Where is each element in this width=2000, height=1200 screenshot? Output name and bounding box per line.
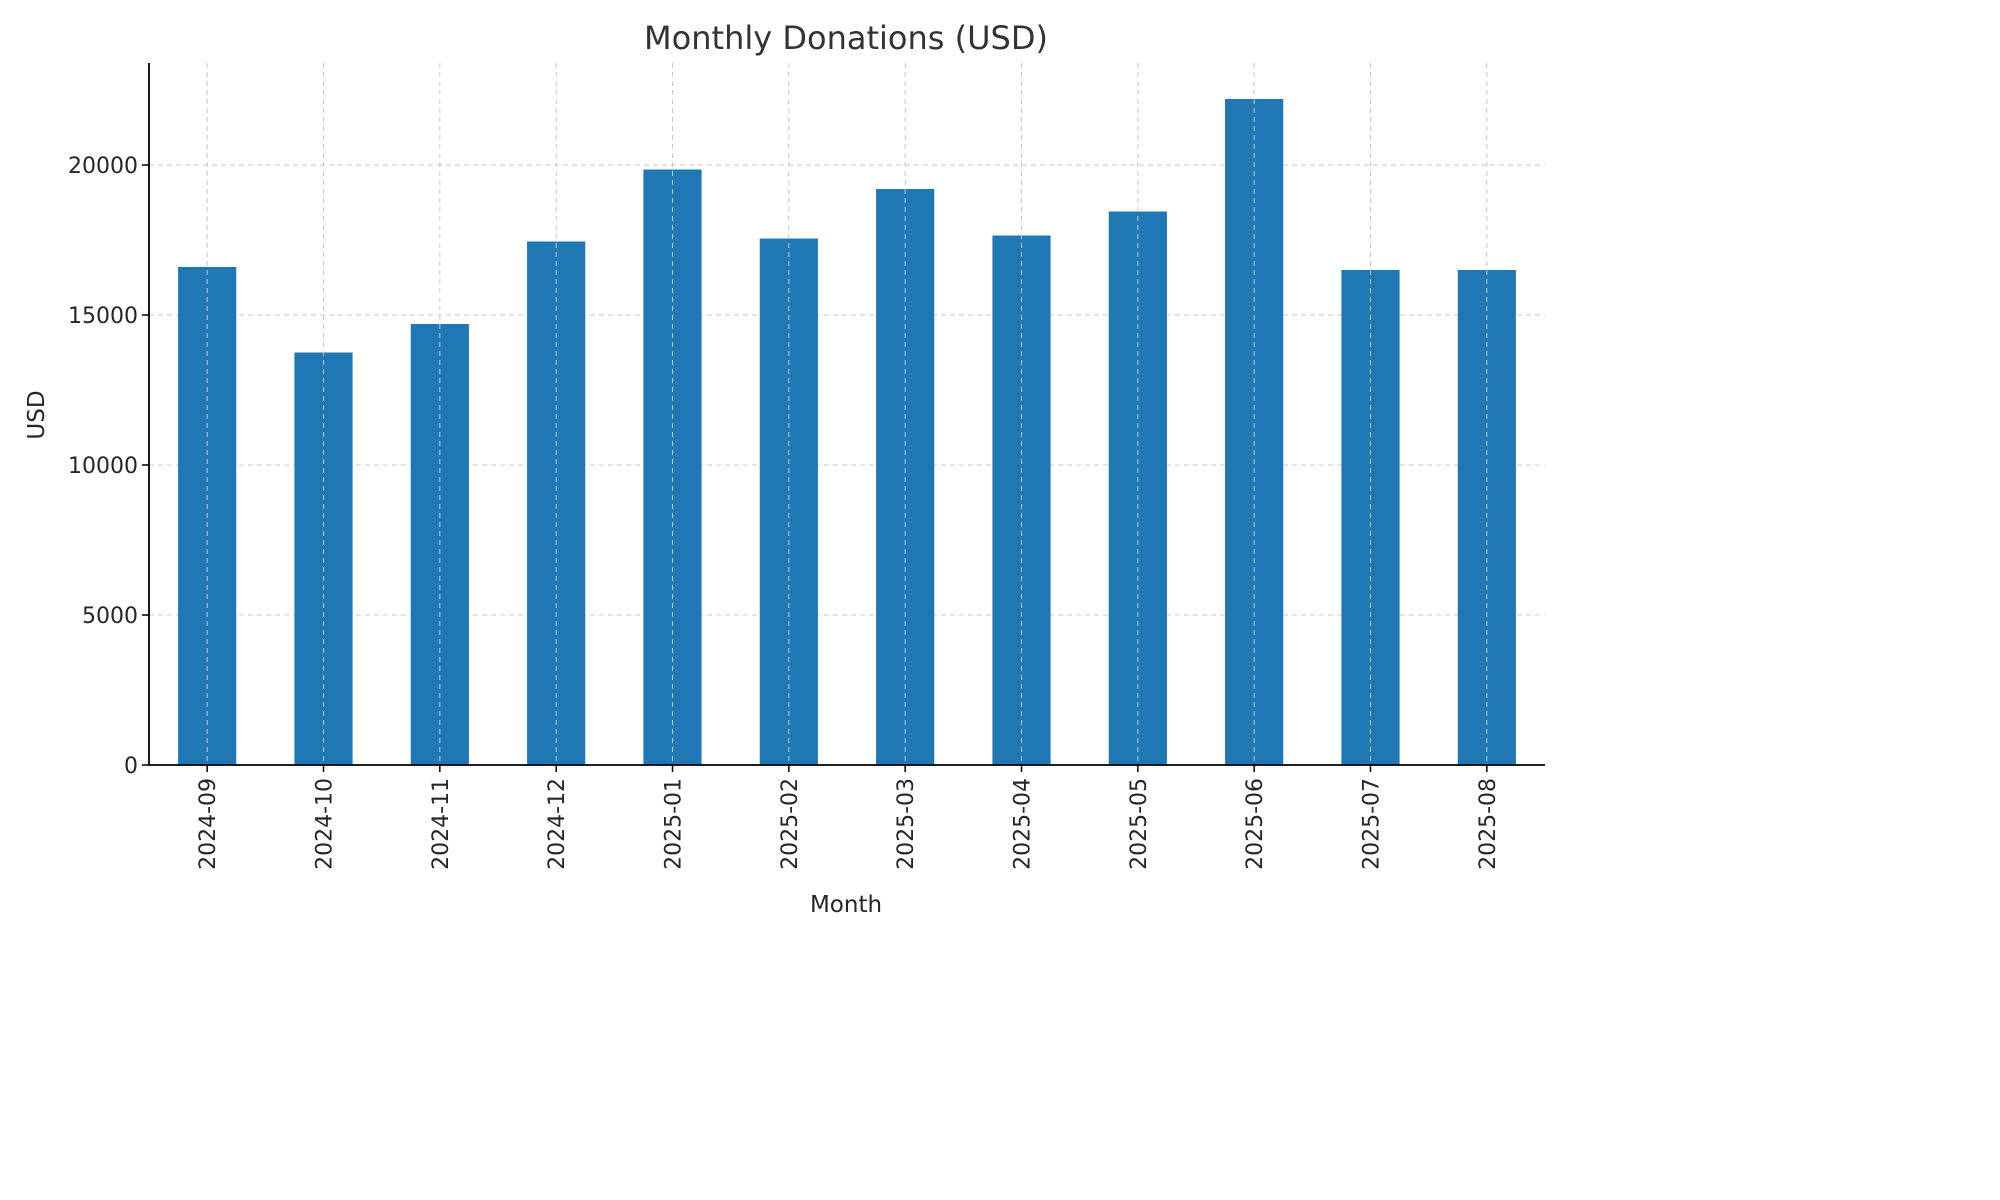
y-tick-label: 5000 <box>82 604 138 629</box>
x-tick-label: 2025-03 <box>894 778 919 870</box>
x-grid-layer <box>206 63 1488 765</box>
grid-layer <box>149 164 1545 616</box>
y-axis-title: USD <box>24 390 50 439</box>
bar <box>643 169 702 765</box>
axes-layer <box>148 63 1545 766</box>
chart-title: Monthly Donations (USD) <box>644 19 1048 57</box>
x-tick-labels: 2024-09 2024-10 2024-11 2024-12 2025-01 2025-… <box>196 765 1501 870</box>
bars-layer <box>178 99 1516 765</box>
x-tick-label: 2024-11 <box>429 778 454 870</box>
x-tick-label: 2024-12 <box>545 778 570 870</box>
x-tick-label: 2025-08 <box>1476 778 1501 870</box>
y-tick-label: 15000 <box>68 304 138 329</box>
y-tick-label: 10000 <box>68 454 138 479</box>
x-tick-label: 2025-07 <box>1360 778 1385 870</box>
x-tick-label: 2025-04 <box>1011 778 1036 870</box>
bar-chart: Monthly Donations (USD) 0 5000 10000 15000 2… <box>24 19 1545 918</box>
y-tick-label: 20000 <box>68 154 138 179</box>
x-tick-label: 2025-05 <box>1127 778 1152 870</box>
x-axis-title: Month <box>810 892 882 918</box>
x-tick-label: 2024-10 <box>313 778 338 870</box>
x-tick-label: 2024-09 <box>196 778 221 870</box>
x-tick-label: 2025-01 <box>662 778 687 870</box>
chart-container: Monthly Donations (USD) 0 5000 10000 15000 2… <box>24 19 1545 918</box>
x-tick-label: 2025-02 <box>778 778 803 870</box>
y-tick-labels: 0 5000 10000 15000 20000 <box>68 154 149 779</box>
x-tick-label: 2025-06 <box>1243 778 1268 870</box>
y-tick-label: 0 <box>124 754 138 779</box>
